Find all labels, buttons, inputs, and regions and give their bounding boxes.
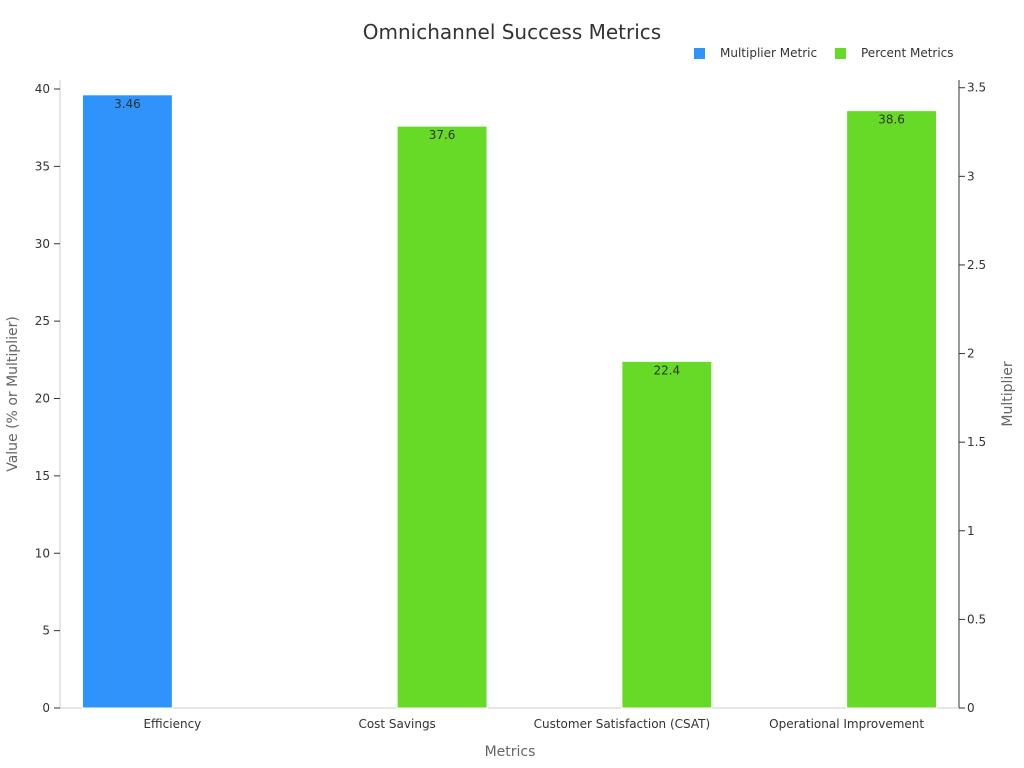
bar [81, 94, 173, 709]
bar-data-label: 3.46 [114, 97, 141, 111]
x-tick-label: Operational Improvement [769, 717, 924, 731]
y-tick-label: 40 [35, 82, 50, 96]
legend-label-multiplier: Multiplier Metric [720, 46, 818, 60]
legend-swatch-multiplier [694, 48, 705, 59]
y2-axis-title: Multiplier [1000, 361, 1016, 427]
bar [846, 110, 938, 709]
x-axis-title: Metrics [485, 744, 536, 760]
y2-tick-label: 3.5 [967, 81, 986, 95]
y-tick-label: 5 [42, 624, 50, 638]
y-tick-label: 20 [35, 392, 50, 406]
y2-tick-label: 1 [967, 524, 975, 538]
y2-tick-label: 0 [967, 701, 975, 715]
y2-tick-label: 2.5 [967, 258, 986, 272]
x-tick-label: Customer Satisfaction (CSAT) [534, 717, 711, 731]
y-tick-label: 30 [35, 237, 50, 251]
legend-label-percent: Percent Metrics [861, 46, 954, 60]
y-tick-label: 0 [42, 701, 50, 715]
bar-data-label: 38.6 [878, 113, 905, 127]
bar-data-label: 37.6 [429, 128, 456, 142]
bar [621, 360, 713, 709]
bar-data-label: 22.4 [653, 363, 680, 377]
y2-tick-label: 3 [967, 169, 975, 183]
y2-tick-label: 2 [967, 347, 975, 361]
y-axis-title: Value (% or Multiplier) [5, 316, 21, 472]
legend-swatch-percent [835, 48, 846, 59]
x-tick-label: Cost Savings [358, 717, 435, 731]
y2-tick-label: 0.5 [967, 612, 986, 626]
y-tick-label: 10 [35, 546, 50, 560]
y-tick-label: 25 [35, 314, 50, 328]
bar [396, 125, 488, 709]
x-tick-label: Efficiency [143, 717, 201, 731]
y2-tick-label: 1.5 [967, 435, 986, 449]
y-tick-label: 15 [35, 469, 50, 483]
chart-title: Omnichannel Success Metrics [362, 20, 662, 44]
y-tick-label: 35 [35, 159, 50, 173]
